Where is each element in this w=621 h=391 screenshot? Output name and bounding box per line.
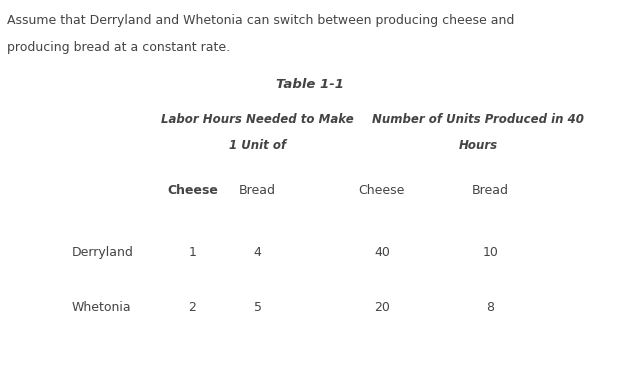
Text: Whetonia: Whetonia	[71, 301, 131, 314]
Text: Bread: Bread	[472, 184, 509, 197]
Text: Hours: Hours	[458, 139, 498, 152]
Text: 5: 5	[254, 301, 261, 314]
Text: 8: 8	[487, 301, 494, 314]
Text: Table 1-1: Table 1-1	[276, 78, 345, 91]
Text: 40: 40	[374, 246, 390, 259]
Text: Cheese: Cheese	[359, 184, 405, 197]
Text: 2: 2	[189, 301, 196, 314]
Text: producing bread at a constant rate.: producing bread at a constant rate.	[7, 41, 230, 54]
Text: 20: 20	[374, 301, 390, 314]
Text: Labor Hours Needed to Make: Labor Hours Needed to Make	[161, 113, 354, 126]
Text: 1 Unit of: 1 Unit of	[229, 139, 286, 152]
Text: Cheese: Cheese	[167, 184, 218, 197]
Text: 4: 4	[254, 246, 261, 259]
Text: Bread: Bread	[239, 184, 276, 197]
Text: 1: 1	[189, 246, 196, 259]
Text: Derryland: Derryland	[71, 246, 134, 259]
Text: 10: 10	[483, 246, 499, 259]
Text: Number of Units Produced in 40: Number of Units Produced in 40	[372, 113, 584, 126]
Text: Assume that Derryland and Whetonia can switch between producing cheese and: Assume that Derryland and Whetonia can s…	[7, 14, 515, 27]
